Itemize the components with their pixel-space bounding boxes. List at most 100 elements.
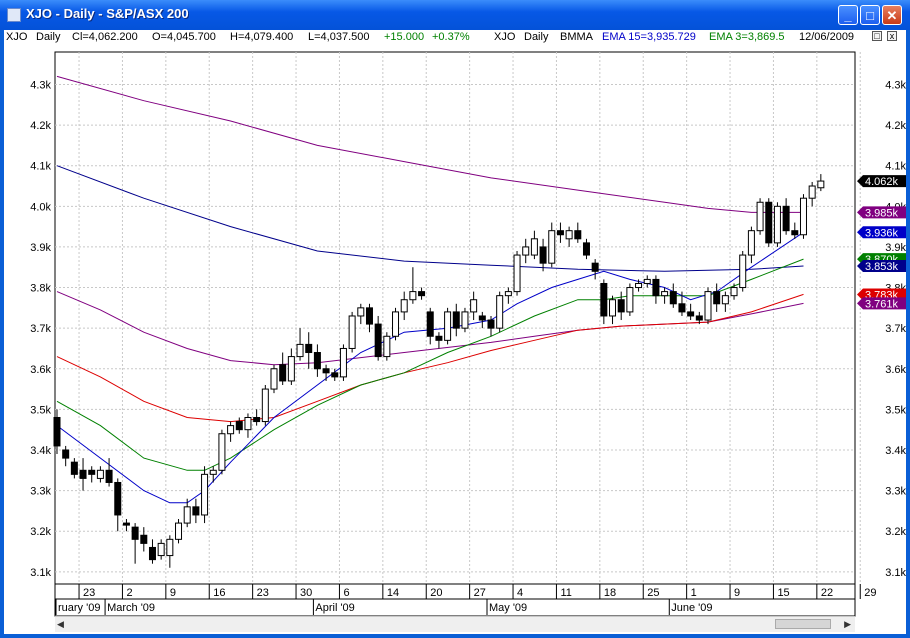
- candle-body: [348, 315, 356, 349]
- month-label: ruary '09: [58, 602, 100, 614]
- date-tick-label: 9: [734, 587, 740, 599]
- scroll-right-arrow-icon[interactable]: ▶: [844, 619, 851, 629]
- minimize-button[interactable]: _: [838, 5, 858, 25]
- info-period: Daily: [36, 31, 61, 43]
- candle-body: [756, 201, 764, 232]
- y-tick-label-right: 3.6k: [885, 364, 906, 376]
- candle-body: [444, 311, 452, 341]
- candle-body: [687, 311, 695, 317]
- indicator-period: Daily: [524, 31, 549, 43]
- indicator-ticker: XJO: [494, 31, 516, 43]
- candle-body: [122, 522, 130, 526]
- date-tick-label: 1: [691, 587, 697, 599]
- y-tick-label-left: 3.4k: [30, 445, 51, 457]
- y-tick-label-left: 4.3k: [30, 79, 51, 91]
- title-bar[interactable]: XJO - Daily - S&P/ASX 200 _ □ ✕: [0, 0, 910, 30]
- y-tick-label-left: 4.2k: [30, 120, 51, 132]
- candle-body: [331, 372, 339, 378]
- y-tick-label-right: 4.3k: [885, 79, 906, 91]
- candle-body: [704, 291, 712, 321]
- value-tag-label: 4.062k: [865, 176, 899, 188]
- candle-body: [157, 542, 165, 557]
- ma-line-0: [56, 75, 804, 213]
- candle-body: [305, 343, 313, 354]
- scroll-thumb[interactable]: [775, 619, 831, 629]
- date-tick-label: 23: [83, 587, 95, 599]
- value-tag: 3.761k: [857, 297, 906, 310]
- candle-body: [747, 230, 755, 256]
- candle-body: [713, 291, 721, 305]
- y-tick-label-left: 3.8k: [30, 283, 51, 295]
- candle-body: [574, 230, 582, 240]
- candle-body: [53, 416, 61, 447]
- value-tag-label: 3.936k: [865, 227, 899, 239]
- candle-body: [487, 319, 495, 329]
- candle-body: [218, 433, 226, 471]
- candle-body: [513, 254, 521, 293]
- candle-body: [661, 291, 669, 297]
- candle-body: [383, 335, 391, 358]
- scroll-left-arrow-icon[interactable]: ◀: [57, 619, 64, 629]
- candle-body: [253, 416, 261, 423]
- close-button[interactable]: ✕: [882, 5, 902, 25]
- pane-maximize-button[interactable]: □: [872, 31, 882, 41]
- indicator-ema3: EMA 3=3,869.5: [709, 31, 785, 43]
- date-axis: [54, 583, 856, 617]
- candle-body: [365, 307, 373, 325]
- y-tick-label-left: 3.1k: [30, 567, 51, 579]
- date-tick-label: 18: [604, 587, 616, 599]
- y-tick-label-left: 4.1k: [30, 161, 51, 173]
- date-tick-label: 20: [430, 587, 442, 599]
- info-change: +15.000: [384, 31, 425, 43]
- value-tag-box: [857, 175, 906, 188]
- value-tag-label: 3.985k: [865, 207, 899, 219]
- candle-body: [461, 311, 469, 329]
- y-tick-label-right: 4.2k: [885, 120, 906, 132]
- value-tag: 3.985k: [857, 206, 906, 219]
- maximize-button[interactable]: □: [860, 5, 880, 25]
- candle-body: [695, 315, 703, 321]
- candle-body: [105, 469, 113, 483]
- candle-body: [400, 299, 408, 313]
- candle-body: [409, 291, 417, 301]
- ma-line-1: [56, 165, 804, 272]
- candle-body: [470, 299, 478, 313]
- indicator-ema15: EMA 15=3,935.729: [602, 31, 696, 43]
- candle-body: [669, 291, 677, 305]
- y-tick-label-right: 3.3k: [885, 486, 906, 498]
- candle-body: [175, 522, 183, 540]
- value-tag-box: [857, 297, 906, 310]
- month-label: March '09: [107, 602, 155, 614]
- candle-body: [426, 311, 434, 337]
- month-label: June '09: [671, 602, 712, 614]
- value-tag: 3.853k: [857, 260, 906, 273]
- app-icon: [7, 8, 21, 22]
- y-tick-label-right: 3.1k: [885, 567, 906, 579]
- candle-body: [418, 291, 426, 297]
- candle-body: [782, 205, 790, 232]
- date-tick-label: 4: [517, 587, 523, 599]
- value-tag-box: [857, 260, 906, 273]
- candle-body: [339, 347, 347, 378]
- horizontal-scrollbar[interactable]: ◀ ▶: [55, 616, 855, 632]
- date-tick-label: 6: [343, 587, 349, 599]
- date-tick-label: 30: [300, 587, 312, 599]
- candle-body: [496, 295, 504, 329]
- info-change-pct: +0.37%: [432, 31, 470, 43]
- value-tag-box: [857, 206, 906, 219]
- date-tick-label: 9: [170, 587, 176, 599]
- indicator-name: BMMA: [560, 31, 593, 43]
- candle-body: [131, 526, 139, 540]
- candle-body: [522, 246, 530, 256]
- date-tick-label: 16: [213, 587, 225, 599]
- candle-body: [392, 311, 400, 337]
- pane-close-button[interactable]: x: [887, 31, 897, 41]
- candle-body: [530, 238, 538, 256]
- month-label: May '09: [489, 602, 527, 614]
- candle-body: [148, 546, 156, 561]
- y-tick-label-left: 3.9k: [30, 242, 51, 254]
- price-chart[interactable]: 3.1k 3.1k 3.2k 3.2k 3.3k 3.3k 3.4k 3.4k 3.5k 3.5k…: [4, 45, 906, 617]
- candle-body: [791, 230, 799, 236]
- candle-body: [617, 299, 625, 313]
